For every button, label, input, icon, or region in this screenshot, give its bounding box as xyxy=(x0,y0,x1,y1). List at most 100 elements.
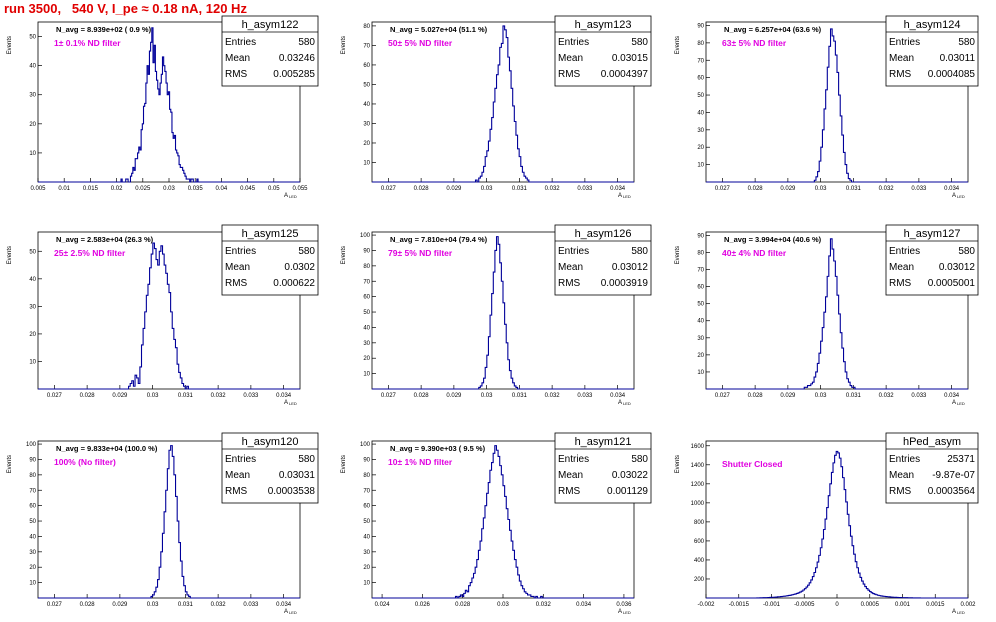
y-tick-label: 50 xyxy=(29,249,36,255)
y-tick-label: 80 xyxy=(363,264,370,270)
stats-value: 580 xyxy=(958,37,975,48)
stats-value: 0.0003919 xyxy=(601,278,649,289)
y-tick-label: 20 xyxy=(363,565,370,571)
x-tick-label: 0.028 xyxy=(748,186,764,192)
x-tick-label: 0.055 xyxy=(292,186,308,192)
x-tick-label: 0.027 xyxy=(47,602,63,608)
navg-label: N_avg = 2.583e+04 (26.3 %) xyxy=(56,235,154,244)
stats-label: RMS xyxy=(889,278,912,289)
y-tick-label: 10 xyxy=(29,581,36,587)
x-tick-label: 0.028 xyxy=(455,602,471,608)
y-tick-label: 40 xyxy=(363,534,370,540)
y-axis-label: Events xyxy=(341,455,347,473)
y-axis-label: Events xyxy=(341,36,347,54)
stats-box-title: hPed_asym xyxy=(903,436,961,448)
filter-annotation: 25± 2.5% ND filter xyxy=(54,248,126,258)
stats-box-title: h_asym127 xyxy=(904,228,961,240)
y-axis-label: Events xyxy=(7,36,13,54)
x-tick-label: 0.03 xyxy=(481,393,493,399)
x-tick-label: 0.035 xyxy=(188,186,204,192)
y-tick-label: 30 xyxy=(29,93,36,99)
stats-label: Entries xyxy=(889,37,920,48)
y-tick-label: 10 xyxy=(697,370,704,376)
y-tick-label: 40 xyxy=(29,64,36,70)
y-tick-label: 50 xyxy=(363,310,370,316)
y-tick-label: 80 xyxy=(363,24,370,30)
stats-value: 0.03246 xyxy=(279,53,316,64)
stats-value: 0.001129 xyxy=(607,486,648,497)
y-axis-label: Events xyxy=(7,455,13,473)
x-axis-label: ALED xyxy=(618,609,631,615)
y-tick-label: 40 xyxy=(697,110,704,116)
y-tick-label: 60 xyxy=(697,76,704,82)
x-tick-label: 0.032 xyxy=(536,602,552,608)
plot-frame xyxy=(705,231,969,390)
stats-label: RMS xyxy=(225,69,248,80)
x-tick-label: -0.0015 xyxy=(729,602,750,608)
x-tick-label: 0.027 xyxy=(47,393,63,399)
x-tick-label: 0.033 xyxy=(911,186,927,192)
x-tick-label: 0.031 xyxy=(512,393,528,399)
stats-value: 0.03022 xyxy=(612,470,649,481)
y-tick-label: 1200 xyxy=(691,482,705,488)
y-tick-label: 20 xyxy=(697,353,704,359)
y-tick-label: 20 xyxy=(697,145,704,151)
y-axis-label: Events xyxy=(675,455,681,473)
y-tick-label: 800 xyxy=(694,520,705,526)
filter-annotation: 10± 1% ND filter xyxy=(388,457,453,467)
stats-value: 0.03031 xyxy=(279,470,316,481)
histogram-panel-h_asym120: 0.027 0.028 0.029 0.03 0.031 0.032 0.033 0.034 1… xyxy=(7,432,319,615)
stats-value: 580 xyxy=(631,454,648,465)
x-tick-label: 0.0005 xyxy=(861,602,880,608)
stats-label: Mean xyxy=(225,470,250,481)
stats-box-title: h_asym125 xyxy=(242,228,299,240)
y-tick-label: 50 xyxy=(29,35,36,41)
x-tick-label: 0.032 xyxy=(879,186,895,192)
y-tick-label: 40 xyxy=(29,277,36,283)
x-tick-label: 0.026 xyxy=(415,602,431,608)
stats-value: 580 xyxy=(298,454,315,465)
plot-frame xyxy=(37,231,301,390)
histogram-line xyxy=(38,242,300,390)
x-axis-label: ALED xyxy=(952,609,965,615)
y-tick-label: 40 xyxy=(697,319,704,325)
stats-label: RMS xyxy=(558,486,581,497)
plot-frame xyxy=(371,21,635,183)
x-tick-label: 0.031 xyxy=(512,186,528,192)
stats-label: RMS xyxy=(558,278,581,289)
stats-label: Mean xyxy=(225,53,250,64)
y-tick-label: 30 xyxy=(363,121,370,127)
x-tick-label: 0.034 xyxy=(276,393,292,399)
stats-value: 0.0005001 xyxy=(928,278,976,289)
y-tick-label: 30 xyxy=(697,128,704,134)
plot-frame xyxy=(37,440,301,599)
filter-annotation: 79± 5% ND filter xyxy=(388,248,453,258)
y-tick-label: 90 xyxy=(697,23,704,29)
stats-box: h_asym126 Entries 580 Mean 0.03012 RMS 0.00039… xyxy=(554,224,652,296)
x-tick-label: 0.03 xyxy=(147,393,159,399)
x-tick-label: 0.034 xyxy=(276,602,292,608)
y-tick-label: 50 xyxy=(363,82,370,88)
x-tick-label: 0.029 xyxy=(446,393,462,399)
filter-annotation: 63± 5% ND filter xyxy=(722,38,787,48)
x-tick-label: 0.034 xyxy=(610,186,626,192)
y-tick-label: 40 xyxy=(363,102,370,108)
x-tick-label: 0.032 xyxy=(545,186,561,192)
y-tick-label: 10 xyxy=(697,163,704,169)
x-tick-label: 0.03 xyxy=(147,602,159,608)
x-axis-label: ALED xyxy=(618,193,631,199)
y-tick-label: 100 xyxy=(360,233,371,239)
y-tick-label: 20 xyxy=(29,122,36,128)
y-tick-label: 40 xyxy=(363,325,370,331)
stats-box-title: h_asym122 xyxy=(242,19,299,31)
x-tick-label: 0.032 xyxy=(211,393,227,399)
stats-value: 0.03015 xyxy=(612,53,649,64)
x-tick-label: 0.031 xyxy=(178,393,194,399)
stats-label: Mean xyxy=(225,262,250,273)
histogram-line xyxy=(706,28,968,183)
x-tick-label: -0.002 xyxy=(697,602,715,608)
stats-value: -9.87e-07 xyxy=(932,470,975,481)
stats-label: RMS xyxy=(889,69,912,80)
y-tick-label: 80 xyxy=(697,250,704,256)
x-tick-label: 0.033 xyxy=(577,393,593,399)
